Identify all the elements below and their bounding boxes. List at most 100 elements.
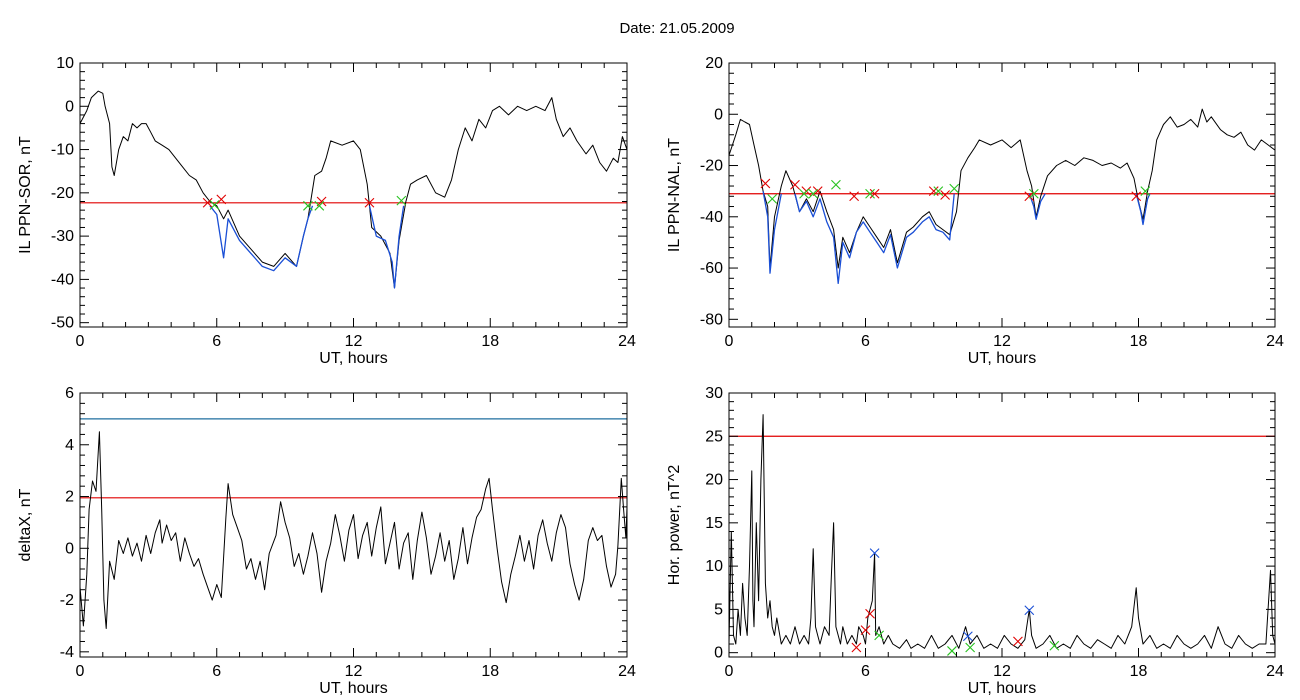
y-tick-label: 4 (65, 437, 74, 454)
y-tick-label: 0 (714, 106, 723, 123)
cross-marker (1049, 640, 1060, 651)
y-tick-label: 5 (714, 601, 723, 618)
cross-marker (314, 200, 325, 211)
series-line (80, 431, 627, 629)
cross-marker (767, 193, 778, 204)
y-tick-label: -10 (51, 142, 74, 159)
x-tick-label: 12 (345, 663, 363, 680)
cross-marker (760, 178, 771, 189)
plot-frame (79, 392, 628, 658)
cross-marker (865, 188, 875, 199)
y-tick-label: -30 (51, 228, 74, 245)
cross-marker (1024, 191, 1035, 202)
cross-marker (851, 642, 862, 653)
x-tick-label: 18 (1130, 663, 1148, 680)
x-tick-label: 6 (861, 333, 870, 350)
x-tick-label: 18 (1130, 333, 1148, 350)
series-line (80, 90, 627, 289)
series-line (729, 108, 1275, 269)
cross-marker (831, 179, 841, 190)
y-tick-label: 10 (56, 55, 74, 72)
x-tick-label: 24 (618, 663, 636, 680)
x-tick-label: 6 (861, 663, 870, 680)
y-axis-title: deltaX, nT (17, 488, 34, 561)
y-tick-label: -20 (51, 185, 74, 202)
cross-marker (949, 183, 960, 194)
x-tick-label: 0 (725, 333, 734, 350)
x-tick-label: 0 (725, 663, 734, 680)
y-tick-label: 0 (714, 645, 723, 662)
cross-marker (396, 195, 407, 206)
highlight-segment (762, 191, 782, 274)
highlight-segment (368, 205, 405, 289)
cross-marker (933, 186, 944, 197)
cross-marker (860, 625, 871, 636)
y-tick-label: 15 (705, 515, 723, 532)
y-tick-label: -40 (700, 209, 723, 226)
cross-marker (965, 642, 976, 653)
cross-marker (1131, 191, 1142, 202)
cross-marker (216, 194, 227, 205)
cross-marker (962, 631, 973, 642)
cross-marker (849, 191, 860, 202)
x-axis-title: UT, hours (968, 680, 1036, 697)
cross-marker (869, 548, 880, 559)
plot-frame (79, 62, 628, 328)
cross-marker (1024, 605, 1035, 616)
y-tick-label: -50 (51, 315, 74, 332)
cross-marker (812, 186, 823, 197)
x-tick-label: 6 (212, 663, 221, 680)
x-tick-label: 24 (618, 333, 636, 350)
x-tick-label: 18 (481, 333, 499, 350)
cross-marker (364, 197, 375, 208)
y-tick-label: 10 (705, 558, 723, 575)
y-tick-label: -20 (700, 158, 723, 175)
cross-marker (947, 646, 957, 656)
x-tick-label: 12 (345, 333, 363, 350)
x-tick-label: 0 (76, 333, 85, 350)
x-tick-label: 12 (993, 663, 1011, 680)
x-tick-label: 6 (212, 333, 221, 350)
cross-marker (1028, 188, 1039, 199)
y-tick-label: 25 (705, 428, 723, 445)
x-tick-label: 24 (1266, 333, 1284, 350)
cross-marker (928, 186, 939, 197)
y-tick-label: 0 (65, 540, 74, 557)
cross-marker (865, 608, 875, 619)
y-tick-label: 20 (705, 55, 723, 72)
y-tick-label: -40 (51, 271, 74, 288)
cross-marker (202, 197, 213, 208)
highlight-segment (209, 205, 314, 272)
cross-marker (874, 630, 885, 641)
y-tick-label: 30 (705, 385, 723, 402)
cross-marker (1013, 636, 1023, 647)
x-axis-title: UT, hours (319, 680, 387, 697)
y-tick-label: 6 (65, 385, 74, 402)
x-tick-label: 24 (1266, 663, 1284, 680)
cross-marker (303, 200, 313, 211)
cross-marker (209, 200, 220, 210)
x-tick-label: 0 (76, 663, 85, 680)
y-tick-label: -2 (60, 592, 74, 609)
cross-marker (1140, 186, 1151, 197)
chart-panel-nal: 0 6 12 18 24 -80 -60 -40 -20 0 20 UT, hours IL PPN-N… (666, 55, 1284, 367)
plot-area (80, 90, 627, 289)
y-axis-title: Hor. power, nT^2 (666, 465, 683, 586)
page-title: Date: 21.05.2009 (619, 20, 734, 37)
y-tick-label: -80 (700, 311, 723, 328)
plot-area (80, 418, 627, 629)
highlight-segment (794, 193, 955, 285)
y-tick-label: -4 (60, 644, 74, 661)
highlight-segment (1135, 193, 1151, 226)
series-line (729, 414, 1275, 649)
plot-area (729, 108, 1275, 285)
y-axis-title: IL PPN-SOR, nT (17, 136, 34, 254)
cross-marker (808, 188, 819, 199)
y-axis-title: IL PPN-NAL, nT (666, 138, 683, 252)
cross-marker (799, 188, 809, 199)
y-tick-label: 20 (705, 472, 723, 489)
highlight-segment (1028, 193, 1046, 220)
x-axis-title: UT, hours (968, 350, 1036, 367)
